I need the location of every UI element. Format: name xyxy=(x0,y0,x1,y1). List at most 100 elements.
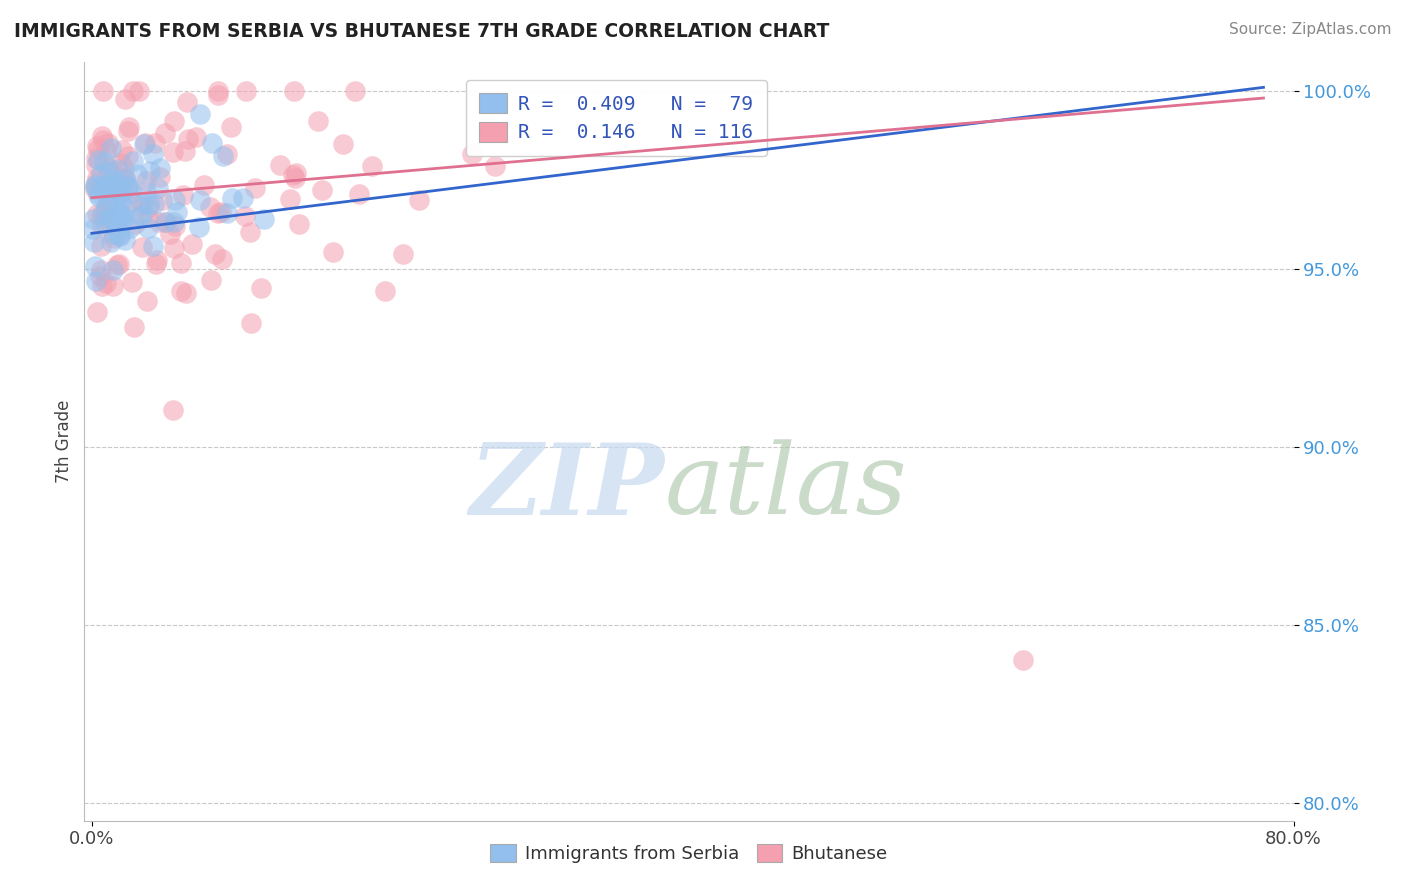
Point xyxy=(104,176,127,190)
Point xyxy=(132,136,155,151)
Point xyxy=(91,219,114,234)
Point xyxy=(460,147,482,161)
Point xyxy=(408,193,430,207)
Point xyxy=(100,162,122,177)
Point xyxy=(174,286,197,301)
Point xyxy=(84,158,107,172)
Point xyxy=(374,285,396,299)
Point xyxy=(97,211,120,226)
Point xyxy=(110,186,132,201)
Point xyxy=(115,179,138,194)
Point xyxy=(149,161,172,175)
Point xyxy=(82,222,104,236)
Point xyxy=(94,211,117,226)
Point xyxy=(200,200,222,214)
Point xyxy=(94,199,117,213)
Point xyxy=(117,183,139,197)
Point xyxy=(111,193,134,207)
Point xyxy=(96,183,118,197)
Legend: R =  0.409   N =  79, R =  0.146   N = 116: R = 0.409 N = 79, R = 0.146 N = 116 xyxy=(465,79,766,156)
Point xyxy=(288,217,311,231)
Point xyxy=(122,84,145,98)
Point xyxy=(90,263,112,277)
Point xyxy=(86,139,108,153)
Point xyxy=(122,320,145,334)
Point xyxy=(103,263,125,277)
Point xyxy=(83,235,105,249)
Point xyxy=(136,221,159,235)
Point xyxy=(90,239,112,253)
Text: Source: ZipAtlas.com: Source: ZipAtlas.com xyxy=(1229,22,1392,37)
Y-axis label: 7th Grade: 7th Grade xyxy=(55,400,73,483)
Point xyxy=(110,180,132,194)
Point xyxy=(193,178,215,192)
Point xyxy=(215,205,238,219)
Point xyxy=(269,158,291,172)
Point xyxy=(91,84,114,98)
Point xyxy=(129,209,152,223)
Point xyxy=(110,183,132,197)
Point xyxy=(145,252,167,267)
Point xyxy=(108,227,131,242)
Point xyxy=(111,143,134,157)
Point xyxy=(108,204,131,219)
Point xyxy=(253,212,276,227)
Point xyxy=(163,215,186,229)
Point xyxy=(121,275,143,289)
Point xyxy=(250,281,273,295)
Point xyxy=(332,137,354,152)
Point xyxy=(112,209,135,223)
Point xyxy=(361,159,384,173)
Point xyxy=(174,144,197,158)
Point xyxy=(114,172,136,186)
Point xyxy=(86,171,108,186)
Text: IMMIGRANTS FROM SERBIA VS BHUTANESE 7TH GRADE CORRELATION CHART: IMMIGRANTS FROM SERBIA VS BHUTANESE 7TH … xyxy=(14,22,830,41)
Point xyxy=(207,84,229,98)
Point xyxy=(232,191,254,205)
Point xyxy=(170,284,193,298)
Text: atlas: atlas xyxy=(665,440,907,534)
Point xyxy=(170,256,193,270)
Point xyxy=(84,259,107,273)
Point xyxy=(101,179,124,194)
Point xyxy=(284,166,307,180)
Point xyxy=(149,170,172,185)
Point xyxy=(219,120,242,135)
Point xyxy=(108,228,131,243)
Point xyxy=(97,164,120,178)
Point xyxy=(117,149,139,163)
Point xyxy=(128,84,150,98)
Point xyxy=(105,258,128,272)
Point xyxy=(281,168,304,182)
Point xyxy=(97,136,120,150)
Point xyxy=(97,196,120,211)
Point xyxy=(307,113,329,128)
Point xyxy=(90,129,112,144)
Point xyxy=(105,182,128,196)
Point xyxy=(84,274,107,288)
Point xyxy=(392,247,415,261)
Point xyxy=(93,155,115,169)
Point xyxy=(135,184,157,198)
Point xyxy=(98,210,121,224)
Point xyxy=(84,178,107,193)
Point xyxy=(159,227,181,241)
Point xyxy=(201,136,224,151)
Point xyxy=(138,196,160,211)
Point xyxy=(87,186,110,201)
Point xyxy=(163,193,186,207)
Point xyxy=(97,161,120,175)
Point xyxy=(347,187,370,202)
Point xyxy=(124,217,146,231)
Point xyxy=(101,172,124,186)
Point xyxy=(105,214,128,228)
Point xyxy=(84,151,107,165)
Point xyxy=(121,194,143,209)
Point xyxy=(105,185,128,199)
Point xyxy=(188,194,211,208)
Point xyxy=(87,153,110,168)
Point xyxy=(139,164,162,178)
Point xyxy=(90,207,112,221)
Point xyxy=(146,181,169,195)
Point xyxy=(207,88,229,103)
